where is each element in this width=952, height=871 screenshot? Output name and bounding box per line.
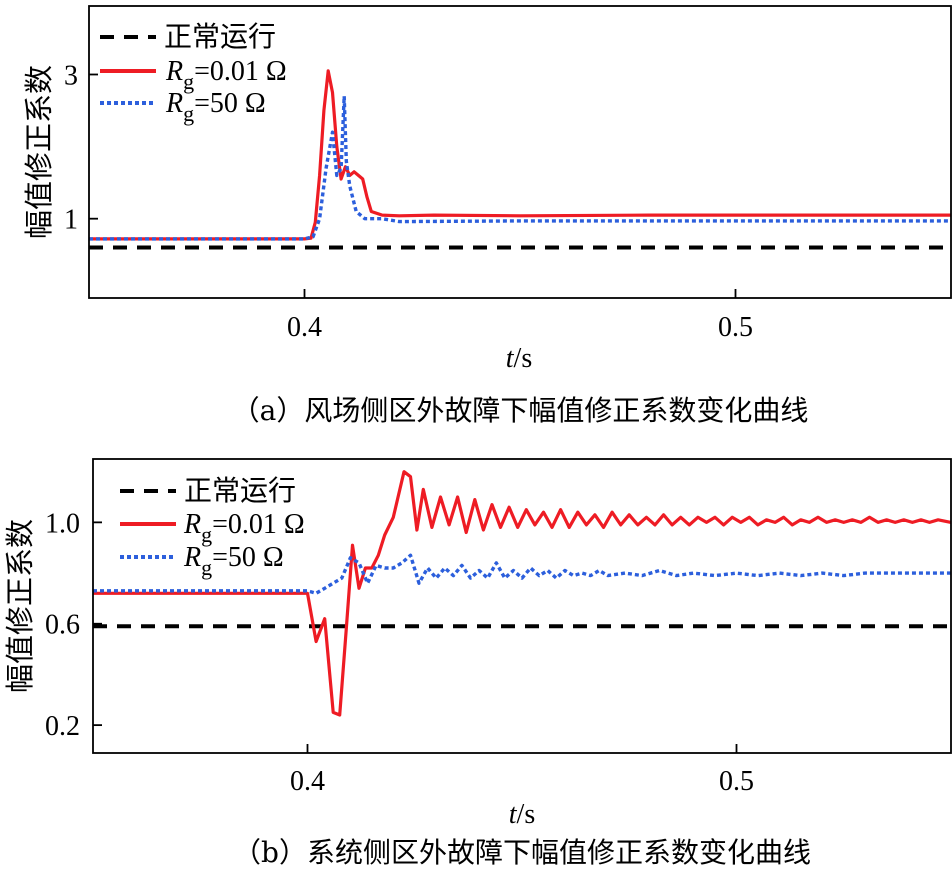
panel-a-x-tick-label-1: 0.5 (718, 312, 753, 343)
panel-b-legend-rg001-main: R (183, 509, 201, 540)
panel-a-legend: 正常运行 Rg=0.01 Ω Rg=50 Ω (100, 21, 287, 126)
panel-b-x-axis-var: t (509, 799, 518, 830)
panel-a-y-axis-label: 幅值修正系数 (22, 65, 56, 239)
panel-b-series-rg001 (93, 470, 952, 717)
panel-a-x-axis-label: t/s (506, 343, 532, 374)
panel-a-x-axis-unit: /s (514, 343, 533, 374)
panel-a-chart: 0.4 0.5 1 3 幅值修正系数 t/s 正常运行 Rg=0.01 Ω Rg=50… (22, 5, 952, 427)
panel-a-legend-label-rg001: Rg=0.01 Ω (165, 56, 287, 94)
panel-b-legend-rg50-main: R (183, 542, 201, 573)
panel-b-legend-label-normal: 正常运行 (184, 475, 296, 507)
panel-b-legend-rg001-sub: g (201, 522, 212, 547)
panel-b-x-axis-unit: /s (517, 799, 536, 830)
panel-a-caption: （a）风场侧区外故障下幅值修正系数变化曲线 (232, 394, 809, 427)
panel-a-y-tick-label-1: 3 (64, 60, 78, 91)
panel-a-legend-rg001-sub: g (183, 69, 194, 94)
panel-b-legend-label-rg50: Rg=50 Ω (183, 542, 284, 580)
panel-a-legend-rg50-main: R (165, 88, 183, 119)
panel-a-legend-rg001-main: R (165, 56, 183, 87)
panel-b-chart: 0.4 0.5 0.2 0.6 1.0 幅值修正系数 t/s 正常运行 Rg=0.01 … (3, 458, 952, 869)
panel-b-y-tick-label-0: 0.2 (45, 711, 80, 742)
panel-b-x-axis-label: t/s (509, 799, 535, 830)
panel-b-y-tick-label-1: 0.6 (45, 610, 80, 641)
panel-b-plot-frame (92, 458, 952, 754)
panel-a-plot-frame (88, 5, 952, 299)
panel-b-y-tick-label-2: 1.0 (45, 508, 80, 539)
panel-b-x-tick-label-0: 0.4 (290, 766, 325, 797)
panel-a-legend-label-rg50: Rg=50 Ω (165, 88, 266, 126)
panel-a-legend-rg50-sub: g (183, 101, 194, 126)
panel-a-series-rg001 (89, 69, 951, 241)
panel-b-legend-rg50-rest: =50 Ω (212, 542, 284, 573)
panel-a-x-tick-label-0: 0.4 (287, 312, 322, 343)
panel-b-legend-rg001-rest: =0.01 Ω (212, 509, 305, 540)
panel-b-legend-rg50-sub: g (201, 555, 212, 580)
panel-a-y-tick-label-0: 1 (64, 205, 78, 236)
panel-a-legend-rg001-rest: =0.01 Ω (194, 56, 287, 87)
panel-a-series-layer (89, 69, 951, 250)
panel-a-legend-rg50-rest: =50 Ω (194, 88, 266, 119)
panel-b-series-rg50 (93, 553, 951, 595)
panel-b-series-layer (93, 470, 952, 717)
panel-a-ticks: 0.4 0.5 1 3 (64, 60, 753, 343)
panel-b-legend-label-rg001: Rg=0.01 Ω (183, 509, 305, 547)
panel-a-legend-label-normal: 正常运行 (164, 21, 276, 53)
panel-b-x-tick-label-1: 0.5 (719, 766, 754, 797)
panel-a-x-axis-var: t (506, 343, 515, 374)
panel-b-y-axis-label: 幅值修正系数 (3, 519, 37, 693)
panel-b-ticks: 0.4 0.5 0.2 0.6 1.0 (45, 508, 754, 797)
panel-b-legend: 正常运行 Rg=0.01 Ω Rg=50 Ω (120, 475, 305, 580)
panel-b-caption: （b）系统侧区外故障下幅值修正系数变化曲线 (233, 836, 811, 869)
panel-a-series-rg50 (89, 94, 951, 241)
